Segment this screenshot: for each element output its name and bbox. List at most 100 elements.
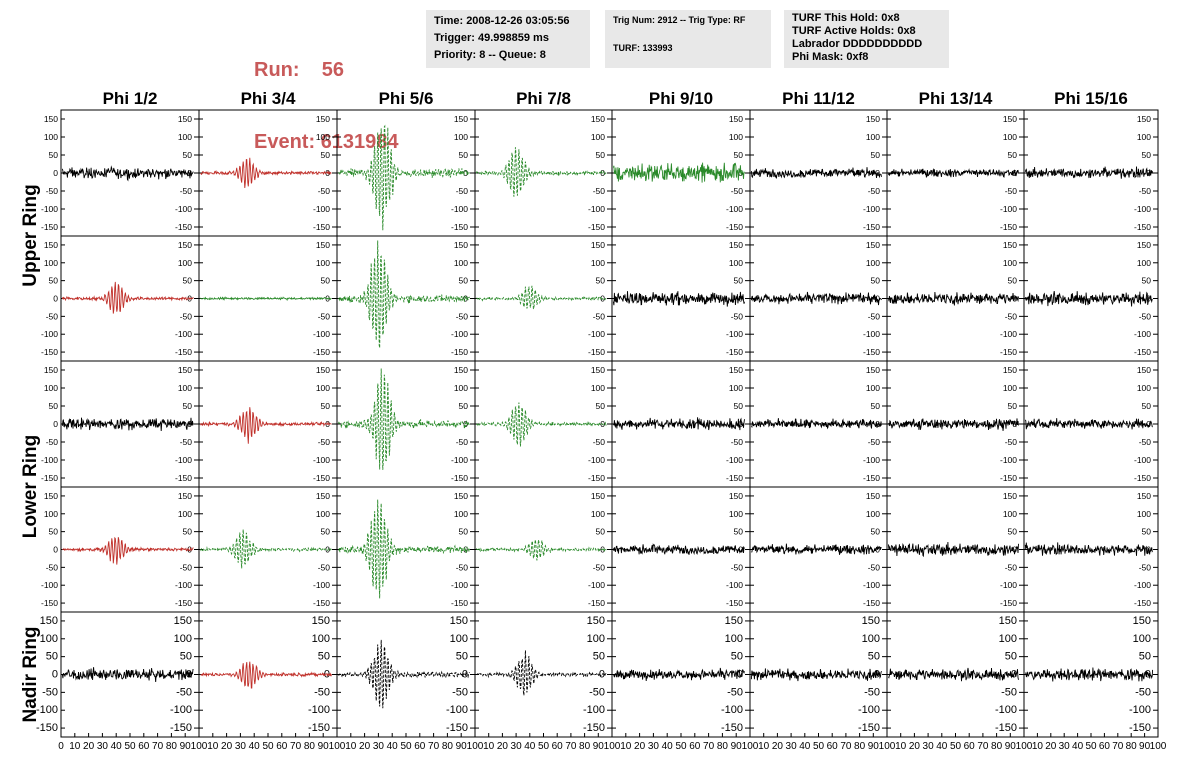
ytick-label-r1-c6-5: 100 — [1003, 258, 1017, 268]
ytick-label-r2-c3-2: -50 — [593, 437, 606, 447]
waveform-r4-c3 — [476, 650, 607, 696]
ytick-label-r2-c3-1: -100 — [588, 455, 605, 465]
ytick-left-label-r0-0: -150 — [41, 222, 58, 232]
waveform-r2-c4 — [612, 417, 745, 431]
ytick-label-r3-c3-4: 50 — [596, 527, 606, 537]
ytick-label-r3-c1-2: -50 — [318, 562, 331, 572]
ytick-label-r3-c7-5: 100 — [1137, 509, 1151, 519]
ytick-label-r2-c0-4: 50 — [183, 401, 193, 411]
ytick-label-r2-c0-5: 100 — [178, 383, 192, 393]
waveform-r0-c7 — [1024, 166, 1154, 179]
ytick-label-r2-c3-0: -150 — [588, 473, 605, 483]
ytick-label-r3-c1-5: 100 — [316, 509, 330, 519]
ytick-label-r1-c6-4: 50 — [1008, 276, 1018, 286]
ytick-label-r2-c6-4: 50 — [1008, 401, 1018, 411]
xtick-label-c5-2: 20 — [772, 741, 784, 752]
ytick-label-r4-c5-6: 150 — [862, 615, 880, 627]
ytick-label-r1-c7-4: 50 — [1142, 276, 1152, 286]
ytick-label-r2-c5-0: -150 — [863, 473, 880, 483]
ytick-label-r0-c6-2: -50 — [1005, 186, 1018, 196]
ytick-label-r0-c7-4: 50 — [1142, 150, 1152, 160]
ytick-label-r0-c4-6: 150 — [729, 114, 743, 124]
row-label-0: Upper Ring — [20, 184, 41, 286]
ytick-label-r3-c7-1: -100 — [1134, 580, 1151, 590]
ytick-label-r4-c6-1: -100 — [995, 704, 1017, 716]
ytick-label-r1-c4-1: -100 — [726, 329, 743, 339]
ytick-label-r2-c6-2: -50 — [1005, 437, 1018, 447]
ytick-left-label-r1-3: 0 — [53, 294, 58, 304]
ytick-label-r0-c5-0: -150 — [863, 222, 880, 232]
ytick-label-r3-c5-5: 100 — [866, 509, 880, 519]
xtick-label-c3-4: 40 — [524, 741, 536, 752]
ytick-label-r4-c6-5: 100 — [999, 633, 1017, 645]
ytick-label-r4-c4-4: 50 — [731, 651, 743, 663]
ytick-label-r0-c1-0: -150 — [313, 222, 330, 232]
waveform-r0-c5 — [750, 167, 882, 179]
ytick-left-label-r3-5: 100 — [44, 509, 58, 519]
ytick-label-r1-c6-2: -50 — [1005, 311, 1018, 321]
xtick-label-c2-5: 50 — [400, 741, 412, 752]
ytick-label-r0-c1-1: -100 — [313, 204, 330, 214]
ytick-label-r0-c3-1: -100 — [588, 204, 605, 214]
ytick-label-r3-c1-4: 50 — [321, 527, 331, 537]
waveform-r2-c5 — [751, 418, 882, 430]
ytick-left-label-r4-6: 150 — [40, 615, 58, 627]
ytick-label-r1-c5-0: -150 — [863, 347, 880, 357]
ytick-label-r0-c6-1: -100 — [1000, 204, 1017, 214]
column-title-3: Phi 7/8 — [516, 89, 571, 108]
xtick-label-c7-2: 20 — [1045, 741, 1057, 752]
ytick-left-label-r1-1: -100 — [41, 329, 58, 339]
xtick-label-c3-3: 30 — [511, 741, 523, 752]
ytick-label-r0-c4-5: 100 — [729, 132, 743, 142]
xtick-label-c0-10: 100 — [191, 741, 208, 752]
waveform-r3-c6 — [887, 541, 1019, 558]
ytick-label-r4-c0-6: 150 — [174, 615, 192, 627]
ytick-label-r3-c2-1: -100 — [451, 580, 468, 590]
xtick-label-c1-1: 10 — [207, 741, 219, 752]
ytick-label-r4-c2-6: 150 — [450, 615, 468, 627]
ytick-label-r1-c6-0: -150 — [1000, 347, 1017, 357]
ytick-label-r0-c3-4: 50 — [596, 150, 606, 160]
ytick-label-r4-c3-2: -50 — [589, 686, 605, 698]
xtick-label-c5-3: 30 — [786, 741, 798, 752]
ytick-label-r1-c0-5: 100 — [178, 258, 192, 268]
ytick-label-r4-c1-5: 100 — [312, 633, 330, 645]
ytick-label-r0-c0-0: -150 — [175, 222, 192, 232]
ytick-left-label-r0-5: 100 — [44, 132, 58, 142]
ytick-label-r3-c5-2: -50 — [868, 562, 881, 572]
ytick-label-r2-c0-1: -100 — [175, 455, 192, 465]
ytick-label-r0-c2-1: -100 — [451, 204, 468, 214]
xtick-label-c6-6: 60 — [964, 741, 976, 752]
ytick-label-r1-c2-2: -50 — [456, 311, 469, 321]
ytick-label-r3-c0-1: -100 — [175, 580, 192, 590]
ytick-label-r3-c2-2: -50 — [456, 562, 469, 572]
xtick-label-c6-5: 50 — [950, 741, 962, 752]
waveform-r4-c0 — [61, 667, 194, 683]
ytick-left-label-r2-0: -150 — [41, 473, 58, 483]
xtick-label-c4-3: 30 — [648, 741, 660, 752]
xtick-label-c2-8: 80 — [442, 741, 454, 752]
row-label-2: Nadir Ring — [20, 626, 41, 722]
ytick-label-r1-c3-6: 150 — [591, 240, 605, 250]
ytick-label-r4-c1-2: -50 — [314, 686, 330, 698]
ytick-label-r2-c4-0: -150 — [726, 473, 743, 483]
ytick-label-r3-c6-3: 0 — [1012, 545, 1017, 555]
ytick-label-r3-c0-5: 100 — [178, 509, 192, 519]
ytick-label-r0-c7-3: 0 — [1146, 168, 1151, 178]
xtick-label-c5-5: 50 — [813, 741, 825, 752]
ytick-label-r3-c3-6: 150 — [591, 491, 605, 501]
xtick-label-c4-5: 50 — [675, 741, 687, 752]
ytick-label-r4-c0-0: -150 — [170, 722, 192, 734]
ytick-label-r0-c3-3: 0 — [600, 168, 605, 178]
turf-line: TURF: 133993 — [613, 43, 673, 53]
waveform-r1-c6 — [887, 291, 1019, 306]
ytick-label-r3-c6-5: 100 — [1003, 509, 1017, 519]
ytick-left-label-r4-2: -50 — [42, 686, 58, 698]
ytick-label-r3-c6-4: 50 — [1008, 527, 1018, 537]
ytick-label-r1-c4-2: -50 — [731, 311, 744, 321]
ytick-label-r1-c7-1: -100 — [1134, 329, 1151, 339]
xtick-label-c7-9: 90 — [1139, 741, 1151, 752]
ytick-label-r3-c0-4: 50 — [183, 527, 193, 537]
ytick-label-r4-c4-2: -50 — [727, 686, 743, 698]
xtick-label-c0-5: 50 — [124, 741, 136, 752]
